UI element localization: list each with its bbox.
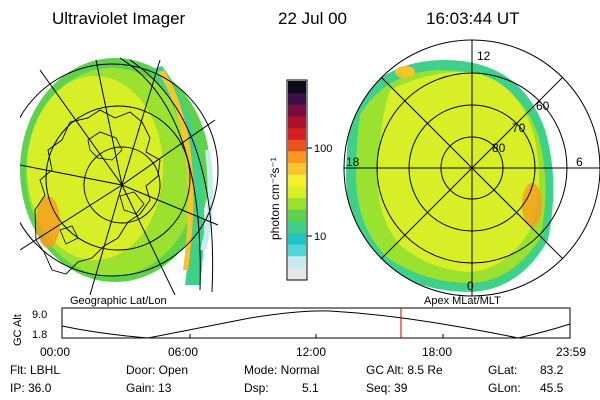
altitude-ytick-top: 9.0 (32, 309, 47, 321)
door-info: Door: Open (126, 363, 189, 377)
glat-info-label: GLat: (488, 363, 518, 377)
right-map-caption: Apex MLat/MLT (424, 295, 501, 307)
aurora-core-right (377, 71, 539, 273)
altitude-ylabel: GC Alt (12, 314, 24, 346)
colorbar-cell (288, 185, 306, 198)
dsp-info-value: 5.1 (302, 381, 319, 395)
altitude-ytick-bottom: 1.8 (32, 329, 47, 341)
mlat-label-80: 80 (492, 141, 506, 155)
colorbar-label-10: 10 (314, 231, 326, 243)
colorbar-cell (288, 115, 306, 129)
mlt-label-12: 12 (477, 49, 491, 63)
colorbar-cell (288, 197, 306, 210)
altitude-xlabel-3: 18:00 (422, 345, 452, 359)
meridian-9 (20, 164, 123, 186)
colorbar-frame (286, 79, 308, 281)
altitude-xlabel-0: 00:00 (40, 345, 70, 359)
time-label: 16:03:44 UT (426, 9, 520, 28)
meridian-6 (121, 184, 176, 295)
colorbar-cell (288, 162, 306, 175)
mlat-label-70: 70 (512, 121, 526, 135)
altitude-plot: 9.0 1.8 GC Alt 00:00 06:00 12:00 18:00 2… (12, 307, 586, 359)
coastline-island-2 (59, 225, 79, 245)
colorbar-cell (288, 139, 306, 152)
colorbar-cell (288, 244, 306, 257)
left-map-caption: Geographic Lat/Lon (70, 295, 167, 307)
coastline-greenland (87, 131, 123, 161)
date-label: 22 Jul 00 (278, 9, 347, 28)
colorbar-cells (288, 81, 306, 280)
mode-info: Mode: Normal (244, 363, 320, 377)
colorbar-cell (288, 150, 306, 164)
colorbar-cell (288, 92, 306, 105)
colorbar-cell (288, 220, 306, 233)
colorbar-cell (288, 174, 306, 187)
mlt-label-0: 0 (467, 279, 474, 293)
gc-alt-info: GC Alt: 8.5 Re (366, 363, 443, 377)
altitude-curve (61, 310, 571, 339)
gain-info: Gain: 13 (126, 381, 172, 395)
glon-info-value: 45.5 (540, 381, 564, 395)
colorbar-cell (288, 127, 306, 140)
mlat-label-60: 60 (536, 99, 550, 113)
right-aurora-map: 12 18 6 0 60 70 80 (343, 39, 600, 297)
lat-circle-70 (45, 105, 191, 251)
lat-circle-60 (20, 63, 219, 277)
glon-info-label: GLon: (488, 381, 521, 395)
meridian-4 (121, 119, 216, 186)
coastline-main (34, 109, 161, 275)
seq-info: Seq: 39 (366, 381, 408, 395)
colorbar-unit-label: photon cm⁻²s⁻¹ (268, 157, 282, 240)
aurora-arc-bright (158, 70, 194, 270)
colorbar-cell (288, 232, 306, 245)
colorbar-cell (288, 267, 306, 280)
meridian-8 (20, 184, 123, 251)
altitude-xlabel-4: 23:59 (556, 345, 586, 359)
colorbar-cell (288, 255, 306, 268)
meridian-5 (121, 184, 219, 226)
aurora-core-left (27, 76, 163, 260)
aurora-hotspot-right (522, 183, 542, 227)
colorbar: 100 10 photon cm⁻²s⁻¹ (268, 79, 332, 281)
terminator-arc-1 (119, 57, 201, 291)
meridian-3 (121, 59, 161, 186)
left-aurora-map (20, 57, 219, 295)
aurora-hotspot-top (395, 66, 415, 78)
meridian-2 (95, 59, 123, 186)
altitude-xlabel-2: 12:00 (296, 345, 326, 359)
meridian-1 (39, 69, 123, 186)
mlt-label-6: 6 (576, 155, 583, 169)
terminator-arc-2 (129, 59, 214, 293)
colorbar-cell (288, 104, 306, 117)
colorbar-cell (288, 209, 306, 222)
instrument-title: Ultraviolet Imager (52, 9, 186, 28)
coastline-island-1 (119, 191, 145, 215)
aurora-scatter-edge (200, 150, 214, 250)
dsp-info-label: Dsp: (244, 381, 269, 395)
filter-info: Flt: LBHL (10, 363, 61, 377)
colorbar-label-100: 100 (314, 143, 332, 155)
aurora-hotspot-left (36, 196, 60, 248)
meridian-7 (89, 184, 123, 295)
glat-info-value: 83.2 (540, 363, 564, 377)
altitude-xlabel-1: 06:00 (168, 345, 198, 359)
mlt-diagonal-2 (380, 76, 564, 260)
lat-circle-80 (83, 146, 161, 224)
colorbar-cell (288, 81, 306, 94)
mlt-label-18: 18 (346, 155, 360, 169)
ip-info: IP: 36.0 (10, 381, 52, 395)
